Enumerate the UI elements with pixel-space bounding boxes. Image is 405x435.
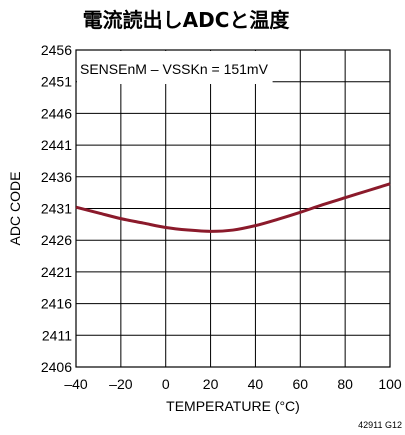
chart-title: 電流読出しADCと温度 — [83, 8, 291, 32]
y-tick-label: 2406 — [41, 359, 72, 375]
y-tick-label: 2441 — [41, 137, 72, 153]
x-tick-label: 60 — [292, 376, 308, 392]
y-tick-label: 2416 — [41, 296, 72, 312]
y-axis-label: ADC CODE — [7, 172, 23, 246]
y-tick-label: 2426 — [41, 232, 72, 248]
annotation-label: SENSEnM – VSSKn = 151mV — [80, 61, 269, 77]
y-tick-label: 2411 — [42, 327, 72, 343]
x-tick-label: 0 — [162, 376, 170, 392]
y-tick-label: 2421 — [41, 264, 72, 280]
x-axis-label: TEMPERATURE (°C) — [166, 398, 300, 414]
x-tick-label: –20 — [109, 376, 133, 392]
y-tick-label: 2446 — [41, 105, 72, 121]
x-tick-label: 40 — [248, 376, 264, 392]
y-tick-label: 2436 — [41, 169, 72, 185]
y-tick-label: 2456 — [41, 42, 72, 58]
x-tick-label: 100 — [378, 376, 402, 392]
x-tick-label: 80 — [337, 376, 353, 392]
y-tick-label: 2451 — [41, 74, 72, 90]
series-line — [75, 182, 391, 233]
figure-id: 42911 G12 — [358, 420, 402, 430]
y-tick-label: 2431 — [41, 201, 72, 217]
x-tick-label: 20 — [203, 376, 219, 392]
annotation-background — [77, 51, 273, 84]
x-tick-label: –40 — [64, 376, 88, 392]
